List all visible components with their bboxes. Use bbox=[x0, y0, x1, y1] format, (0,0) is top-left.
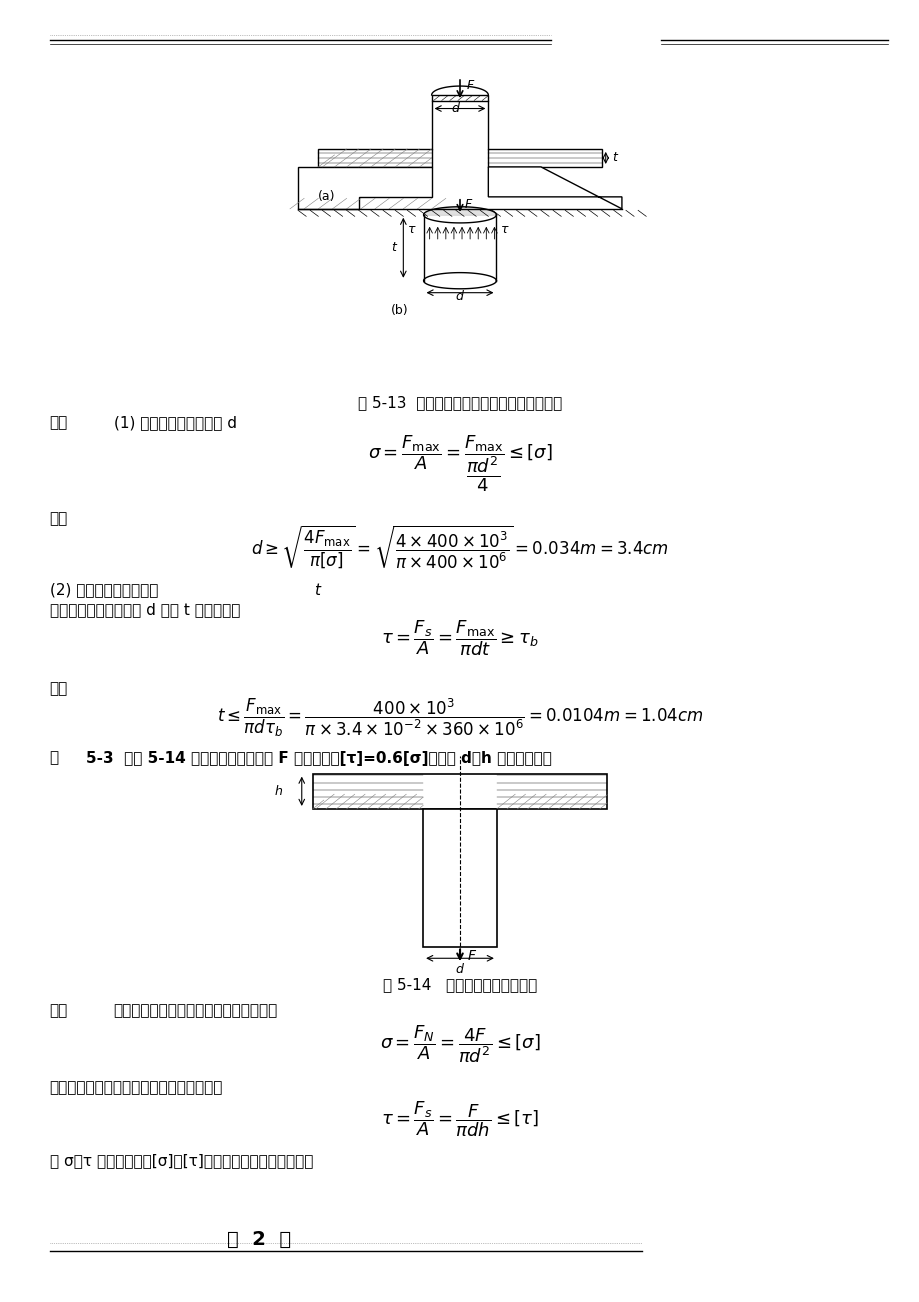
Text: $h$: $h$ bbox=[274, 784, 283, 798]
Text: $t\leq\dfrac{F_{\max}}{\pi d\tau_{b}}=\dfrac{400\times10^{3}}{\pi\times3.4\times: $t\leq\dfrac{F_{\max}}{\pi d\tau_{b}}=\d… bbox=[217, 697, 702, 740]
Text: 解：: 解： bbox=[50, 1003, 68, 1018]
Text: (a): (a) bbox=[318, 190, 335, 203]
Polygon shape bbox=[488, 167, 621, 208]
Bar bbox=[312, 773, 607, 809]
Polygon shape bbox=[488, 148, 601, 167]
Text: $d$: $d$ bbox=[455, 289, 464, 303]
Text: (1) 按冲头压缩强度计算 d: (1) 按冲头压缩强度计算 d bbox=[113, 415, 236, 431]
Text: 螺帽承受的剪应力小于等于许用剪应力值：: 螺帽承受的剪应力小于等于许用剪应力值： bbox=[50, 1081, 223, 1095]
Text: $F$: $F$ bbox=[463, 198, 473, 211]
Text: $\tau$: $\tau$ bbox=[500, 223, 509, 236]
Bar bbox=[423, 809, 496, 947]
Text: 例: 例 bbox=[50, 751, 64, 766]
Text: 所以: 所以 bbox=[50, 512, 68, 526]
Text: (b): (b) bbox=[391, 303, 408, 316]
Polygon shape bbox=[318, 148, 431, 167]
Text: 图 5-13  冲床冲剪钢板及冲剪部分受力示意图: 图 5-13 冲床冲剪钢板及冲剪部分受力示意图 bbox=[357, 395, 562, 410]
Text: $F$: $F$ bbox=[466, 78, 475, 91]
Text: 螺杆承受的拉应力小于等于许用应力值：: 螺杆承受的拉应力小于等于许用应力值： bbox=[113, 1003, 278, 1018]
Polygon shape bbox=[298, 167, 431, 208]
Text: $t$: $t$ bbox=[611, 151, 618, 164]
Text: 5-3  如图 5-14 所示螺钉受轴向拉力 F 作用，已知[τ]=0.6[σ]，求其 d：h 的合理比值。: 5-3 如图 5-14 所示螺钉受轴向拉力 F 作用，已知[τ]=0.6[σ]，… bbox=[86, 751, 551, 766]
Text: $t$: $t$ bbox=[391, 241, 398, 254]
Text: 所以: 所以 bbox=[50, 681, 68, 695]
Text: $d\geq\sqrt{\dfrac{4F_{\max}}{\pi[\sigma]}}=\sqrt{\dfrac{4\times400\times10^{3}}: $d\geq\sqrt{\dfrac{4F_{\max}}{\pi[\sigma… bbox=[251, 523, 668, 572]
Text: $t$: $t$ bbox=[313, 582, 323, 599]
Text: $d$: $d$ bbox=[450, 102, 460, 116]
Text: $\sigma=\dfrac{F_{N}}{A}=\dfrac{4F}{\pi d^{2}}\leq[\sigma]$: $\sigma=\dfrac{F_{N}}{A}=\dfrac{4F}{\pi … bbox=[380, 1023, 539, 1065]
Text: 钢板的剪切面是直径为 d 高为 t 的柱表面。: 钢板的剪切面是直径为 d 高为 t 的柱表面。 bbox=[50, 602, 240, 617]
Text: 当 σ、τ 同时分别达到[σ]、[τ]时，材料的利用最合理，既: 当 σ、τ 同时分别达到[σ]、[τ]时，材料的利用最合理，既 bbox=[50, 1154, 312, 1168]
Text: 第  2  页: 第 2 页 bbox=[227, 1229, 291, 1249]
Text: 解：: 解： bbox=[50, 415, 68, 431]
Text: $\tau=\dfrac{F_{s}}{A}=\dfrac{F_{\max}}{\pi dt}\geq\tau_{b}$: $\tau=\dfrac{F_{s}}{A}=\dfrac{F_{\max}}{… bbox=[380, 618, 539, 658]
Text: (2) 按钢板剪切强度计算: (2) 按钢板剪切强度计算 bbox=[50, 582, 163, 598]
Text: $\sigma=\dfrac{F_{\max}}{A}=\dfrac{F_{\max}}{\dfrac{\pi d^{2}}{4}}\leq[\sigma]$: $\sigma=\dfrac{F_{\max}}{A}=\dfrac{F_{\m… bbox=[368, 434, 551, 493]
Text: 图 5-14   螺钉受轴向拉力示意图: 图 5-14 螺钉受轴向拉力示意图 bbox=[382, 976, 537, 992]
Text: $\tau$: $\tau$ bbox=[407, 223, 416, 236]
Text: $d$: $d$ bbox=[455, 962, 464, 976]
Text: $\tau=\dfrac{F_{s}}{A}=\dfrac{F}{\pi dh}\leq[\tau]$: $\tau=\dfrac{F_{s}}{A}=\dfrac{F}{\pi dh}… bbox=[380, 1099, 539, 1139]
Text: $F$: $F$ bbox=[467, 949, 477, 962]
